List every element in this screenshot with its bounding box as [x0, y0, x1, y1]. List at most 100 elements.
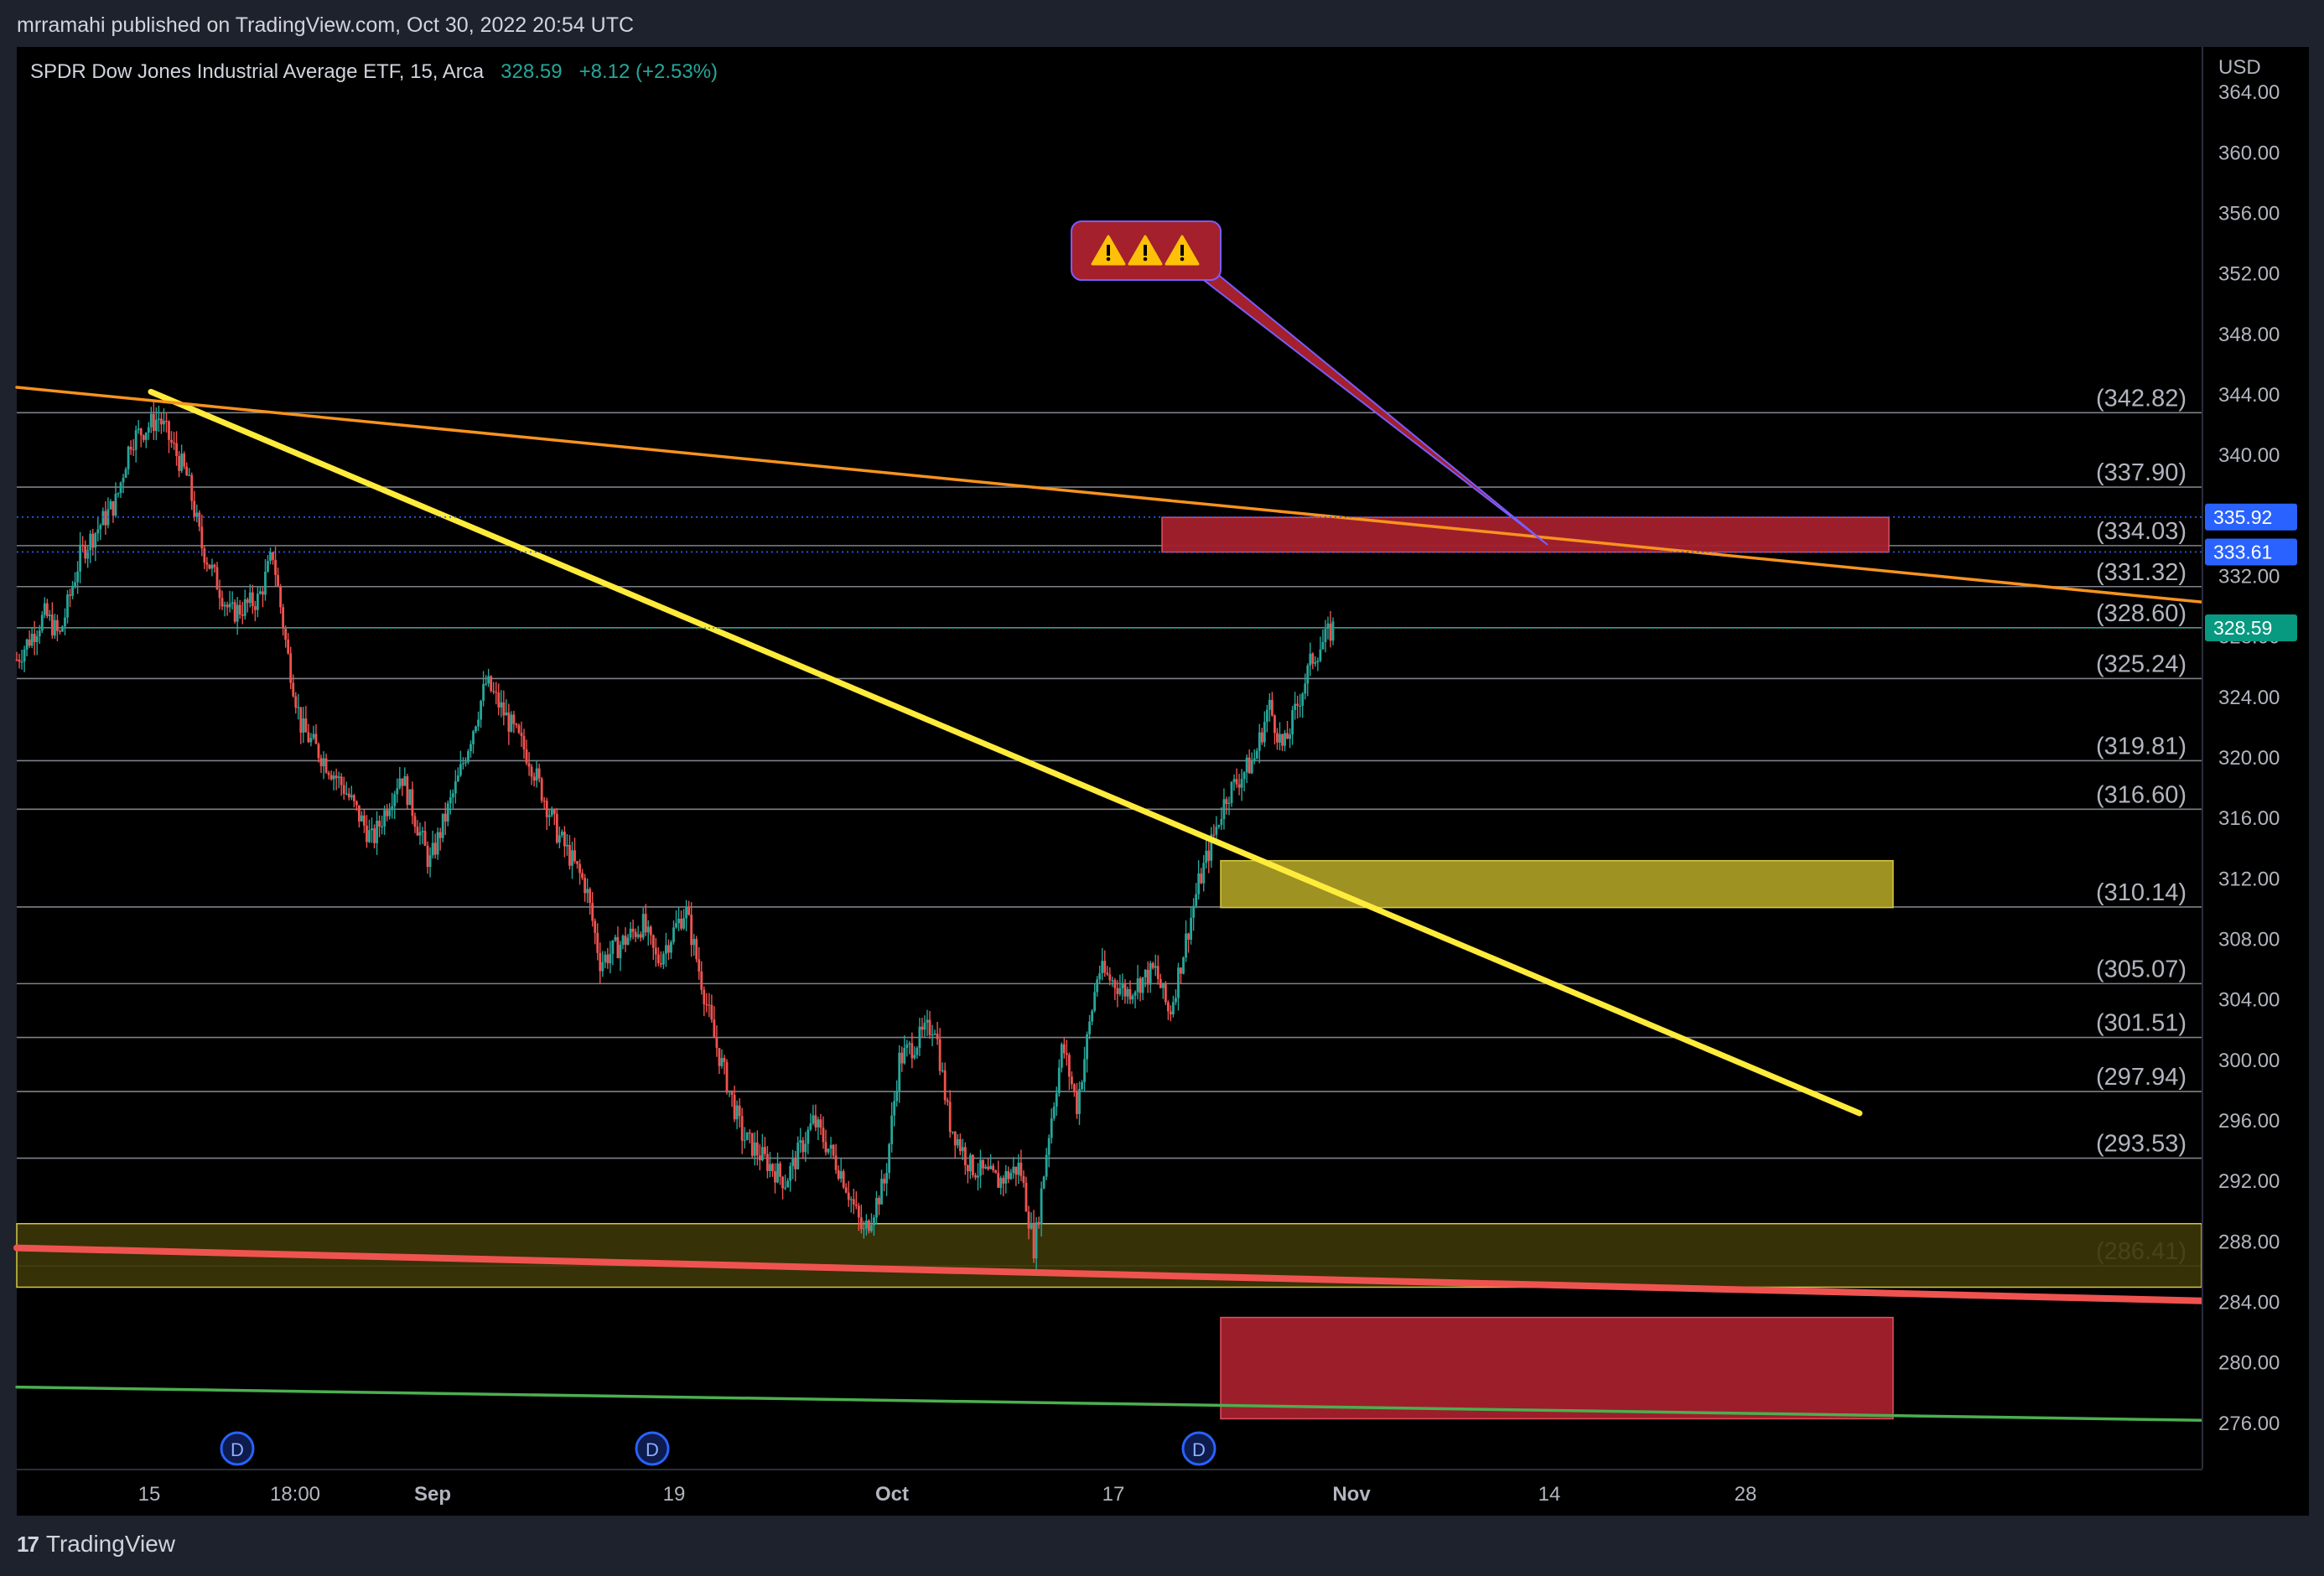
candle-body — [178, 455, 181, 471]
candle-body — [1205, 850, 1208, 863]
candle-body — [893, 1101, 896, 1116]
candle-body — [76, 571, 80, 583]
candle-body — [847, 1192, 850, 1200]
candle-body — [1284, 733, 1286, 746]
level-label: (325.24) — [2096, 651, 2187, 677]
candle-body — [451, 793, 454, 798]
candle-body — [1111, 980, 1114, 982]
dividend-marker — [1181, 1431, 1216, 1466]
candle-body — [355, 801, 358, 806]
candle-body — [1052, 1107, 1056, 1119]
candle-body — [340, 776, 343, 785]
candle-body — [1093, 992, 1097, 1011]
candle-body — [279, 586, 283, 608]
candle-body — [710, 1004, 713, 1020]
candle-body — [921, 1026, 924, 1030]
candle-body — [537, 768, 541, 779]
candle-body — [563, 832, 566, 847]
candle-body — [809, 1123, 812, 1130]
candle-body — [1240, 779, 1243, 788]
candle-body — [485, 683, 488, 685]
candle-body — [428, 855, 432, 868]
candle-body — [411, 789, 414, 817]
candle-body — [147, 427, 150, 433]
candle-body — [1004, 1171, 1008, 1184]
candle-body — [515, 723, 518, 726]
candle-body — [977, 1175, 979, 1178]
candle-body — [859, 1217, 863, 1230]
candle-body — [114, 493, 117, 516]
candle-body — [1289, 734, 1291, 739]
candle-body — [23, 649, 26, 662]
candle-body — [682, 918, 685, 929]
candle-body — [900, 1052, 904, 1064]
candle-body — [730, 1090, 734, 1096]
candle-body — [416, 827, 419, 836]
candle-body — [520, 732, 523, 737]
level-label: (342.82) — [2096, 385, 2187, 412]
candle-body — [708, 1004, 711, 1006]
candle-body — [421, 831, 424, 832]
candle-body — [228, 604, 231, 608]
candle-body — [522, 736, 526, 750]
candle-body — [193, 500, 196, 517]
candle-body — [1154, 966, 1157, 968]
candle-body — [368, 830, 371, 842]
time-tick-label: 14 — [1538, 1483, 1561, 1506]
candle-body — [373, 828, 376, 843]
candle-body — [243, 599, 246, 616]
candle-body — [733, 1095, 736, 1120]
price-tick-label: 276.00 — [2218, 1413, 2280, 1435]
candle-body — [989, 1165, 993, 1169]
time-tick-label: Sep — [414, 1483, 451, 1506]
candle-body — [490, 676, 493, 692]
candle-body — [454, 781, 457, 794]
candle-body — [908, 1043, 911, 1045]
candle-body — [1255, 750, 1258, 759]
candle-body — [66, 594, 69, 618]
candle-body — [43, 603, 46, 615]
candle-body — [64, 617, 66, 627]
candle-body — [634, 931, 637, 937]
candle-body — [20, 661, 23, 663]
price-tag — [2205, 538, 2297, 566]
level-label: (319.81) — [2096, 733, 2187, 759]
candle-body — [96, 529, 100, 534]
zones — [16, 516, 2202, 1420]
price-tick-label: 364.00 — [2218, 81, 2280, 104]
candle-body — [1296, 703, 1299, 706]
candle-body — [154, 419, 158, 432]
candle-body — [801, 1140, 805, 1153]
time-tick-label: 15 — [138, 1483, 161, 1506]
dividend-marker-label: D — [231, 1439, 244, 1460]
candle-body — [30, 634, 34, 646]
candle-body — [335, 775, 338, 779]
price-tick-label: 332.00 — [2218, 565, 2280, 588]
candle-body — [883, 1179, 885, 1184]
time-tick-label: 19 — [663, 1483, 686, 1506]
candle-body — [18, 660, 21, 662]
price-tick-label: 284.00 — [2218, 1292, 2280, 1314]
candle-body — [656, 954, 660, 964]
price-tick-label: 320.00 — [2218, 747, 2280, 770]
candle-body — [1306, 665, 1310, 684]
candle-body — [895, 1091, 899, 1102]
price-tick-label: 308.00 — [2218, 929, 2280, 951]
candle-body — [274, 559, 277, 575]
candle-body — [1037, 1222, 1040, 1225]
candle-body — [195, 512, 199, 517]
candle-body — [1253, 758, 1256, 761]
candle-body — [456, 775, 459, 782]
tradingview-logo[interactable]: 17 TradingView — [17, 1531, 175, 1558]
price-tick-label: 352.00 — [2218, 263, 2280, 286]
candle-body — [277, 574, 279, 587]
candle-body — [1197, 873, 1201, 894]
candle-body — [1126, 988, 1129, 997]
candle-body — [875, 1197, 878, 1218]
candle-body — [1118, 988, 1122, 994]
candle-body — [735, 1105, 739, 1120]
candle-body — [332, 775, 335, 780]
candle-body — [864, 1221, 868, 1229]
